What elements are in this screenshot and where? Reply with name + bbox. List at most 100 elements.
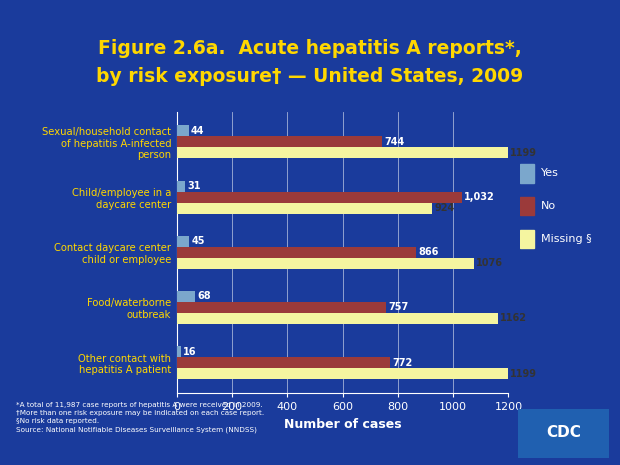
Bar [198,0,205,465]
Bar [428,0,434,465]
Bar [0,0,6,465]
Bar [552,0,558,465]
Text: No: No [541,201,556,211]
Bar [12,0,19,465]
Text: 68: 68 [198,292,211,301]
Text: 1199: 1199 [510,148,538,158]
Bar [93,0,99,465]
Bar [37,0,43,465]
Text: 744: 744 [384,137,405,147]
Bar [279,0,285,465]
Bar [415,0,422,465]
Bar [422,0,428,465]
Bar [614,0,620,465]
Bar [254,0,260,465]
Bar [124,0,130,465]
Bar [546,0,552,465]
Text: 866: 866 [418,247,439,257]
Bar [595,0,601,465]
Bar [6,0,12,465]
Bar [50,0,56,465]
Bar [177,236,189,247]
Bar [520,230,534,248]
Bar [87,0,93,465]
Bar [589,0,595,465]
Text: 1162: 1162 [500,313,527,324]
Text: Yes: Yes [541,168,559,179]
Bar [99,0,105,465]
Text: CDC: CDC [546,425,581,440]
Bar [577,0,583,465]
Bar [496,0,502,465]
Bar [177,302,386,313]
Bar [180,0,186,465]
Text: 1199: 1199 [510,369,538,379]
Bar [236,0,242,465]
Bar [62,0,68,465]
FancyBboxPatch shape [510,405,617,462]
Bar [477,0,484,465]
Bar [167,0,174,465]
Bar [508,0,515,465]
Bar [177,258,474,269]
Bar [177,357,390,368]
Bar [316,0,322,465]
Bar [403,0,409,465]
Bar [25,0,31,465]
Bar [112,0,118,465]
Text: 31: 31 [187,181,201,191]
Bar [130,0,136,465]
Bar [527,0,533,465]
Bar [161,0,167,465]
Bar [329,0,335,465]
Bar [74,0,81,465]
Bar [177,291,195,302]
Bar [304,0,310,465]
Bar [384,0,391,465]
Bar [186,0,192,465]
Bar [366,0,372,465]
Text: 45: 45 [192,236,205,246]
Bar [155,0,161,465]
Bar [465,0,471,465]
Bar [177,203,432,213]
Bar [520,164,534,183]
Text: 1,032: 1,032 [464,192,495,202]
Text: 44: 44 [191,126,205,136]
Bar [31,0,37,465]
Text: 772: 772 [392,358,412,368]
Text: 16: 16 [184,346,197,357]
Text: by risk exposure† — United States, 2009: by risk exposure† — United States, 2009 [96,67,524,86]
Bar [273,0,279,465]
Bar [177,192,462,203]
Bar [136,0,143,465]
Bar [267,0,273,465]
Bar [471,0,477,465]
Bar [564,0,570,465]
Bar [520,197,534,215]
Bar [391,0,397,465]
Bar [502,0,508,465]
Text: Missing §: Missing § [541,234,591,244]
Bar [211,0,217,465]
Bar [177,247,416,258]
Bar [515,0,521,465]
Bar [570,0,577,465]
Bar [446,0,453,465]
Bar [453,0,459,465]
Bar [143,0,149,465]
Bar [360,0,366,465]
Bar [223,0,229,465]
Bar [521,0,527,465]
Bar [43,0,50,465]
Bar [484,0,490,465]
Bar [533,0,539,465]
Bar [19,0,25,465]
Bar [347,0,353,465]
Bar [583,0,589,465]
Bar [310,0,316,465]
Bar [341,0,347,465]
Bar [177,126,189,136]
Bar [260,0,267,465]
Bar [372,0,378,465]
